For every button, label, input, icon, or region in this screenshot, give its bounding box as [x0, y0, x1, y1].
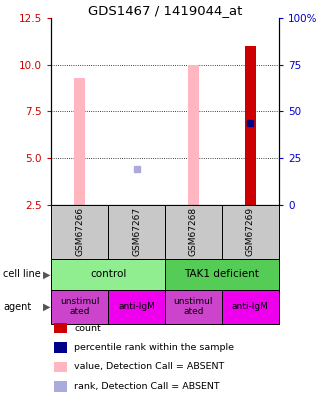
Text: ▶: ▶ — [43, 302, 50, 312]
Text: unstimul
ated: unstimul ated — [60, 297, 99, 316]
Text: agent: agent — [3, 302, 32, 312]
Title: GDS1467 / 1419044_at: GDS1467 / 1419044_at — [88, 4, 242, 17]
Text: GSM67266: GSM67266 — [75, 207, 84, 256]
Bar — [188, 65, 199, 205]
Bar — [75, 78, 85, 205]
Text: anti-IgM: anti-IgM — [118, 302, 155, 311]
Text: control: control — [90, 269, 126, 279]
Text: count: count — [74, 324, 101, 333]
Text: GSM67267: GSM67267 — [132, 207, 141, 256]
Text: anti-IgM: anti-IgM — [232, 302, 269, 311]
Text: rank, Detection Call = ABSENT: rank, Detection Call = ABSENT — [74, 382, 220, 391]
Text: unstimul
ated: unstimul ated — [174, 297, 213, 316]
Bar — [245, 46, 255, 205]
Text: GSM67269: GSM67269 — [246, 207, 255, 256]
Text: ▶: ▶ — [43, 269, 50, 279]
Text: cell line: cell line — [3, 269, 41, 279]
Text: GSM67268: GSM67268 — [189, 207, 198, 256]
Text: TAK1 deficient: TAK1 deficient — [184, 269, 259, 279]
Text: percentile rank within the sample: percentile rank within the sample — [74, 343, 234, 352]
Text: value, Detection Call = ABSENT: value, Detection Call = ABSENT — [74, 362, 224, 371]
